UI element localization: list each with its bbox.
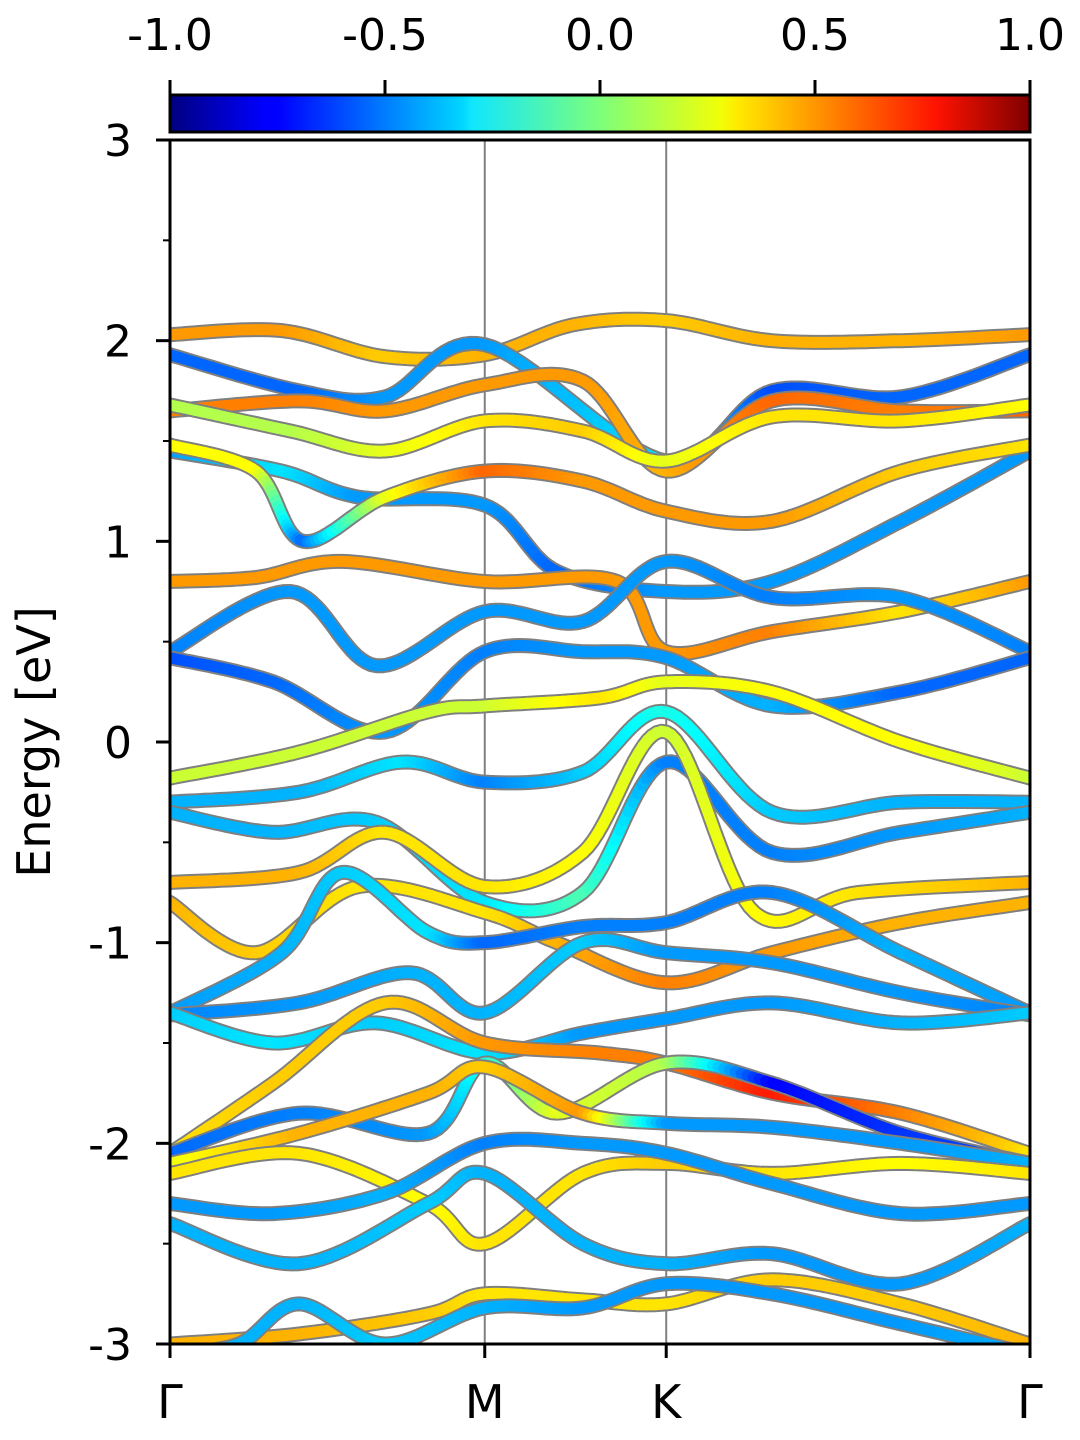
band-segment xyxy=(1016,1351,1021,1352)
colorbar-tick-label: -0.5 xyxy=(342,10,428,61)
band-segment xyxy=(991,1340,1008,1344)
x-tick-label: K xyxy=(651,1375,683,1429)
band-13 xyxy=(170,723,1030,929)
y-tick-label: -3 xyxy=(88,1320,132,1371)
band-segment xyxy=(216,1342,227,1344)
y-tick-label: 0 xyxy=(104,718,132,769)
band-segment xyxy=(1021,1352,1026,1353)
y-axis-ticks: -3 -2 -1 0 1 2 3 xyxy=(88,116,170,1371)
colorbar: -1.0 -0.5 0.0 0.5 1.0 xyxy=(127,10,1065,134)
colorbar-tick-label: 1.0 xyxy=(995,10,1065,61)
y-axis-label: Energy [eV] xyxy=(7,606,61,877)
plot-area: -3 -2 -1 0 1 2 3 Γ M K Γ xyxy=(88,116,1043,1429)
band-segment xyxy=(999,1342,1012,1344)
colorbar-tick-label: 0.0 xyxy=(565,10,635,61)
band-20 xyxy=(170,1059,1030,1171)
x-tick-label: M xyxy=(465,1375,505,1429)
colorbar-tick-label: 0.5 xyxy=(780,10,850,61)
band-4 xyxy=(170,397,1030,469)
colorbar-ticks: -1.0 -0.5 0.0 0.5 1.0 xyxy=(127,10,1065,95)
x-tick-label: Γ xyxy=(1017,1375,1043,1429)
band-segment xyxy=(1009,1343,1011,1344)
x-tick-label: Γ xyxy=(157,1375,183,1429)
band-8 xyxy=(170,553,1030,674)
bands xyxy=(170,311,1030,1353)
band-segment xyxy=(222,1341,237,1344)
colorbar-tick-label: -1.0 xyxy=(127,10,213,61)
band-6 xyxy=(170,437,1030,550)
y-tick-label: -2 xyxy=(88,1119,132,1170)
y-tick-label: -1 xyxy=(88,919,132,970)
band-12 xyxy=(170,754,1030,919)
band-segment xyxy=(205,1351,210,1352)
y-tick-label: 3 xyxy=(104,116,132,167)
band-16 xyxy=(170,932,1030,1023)
y-tick-label: 1 xyxy=(104,517,132,568)
band-5 xyxy=(170,443,1030,600)
band-segment xyxy=(210,1350,215,1351)
colorbar-gradient xyxy=(168,93,1032,134)
band-1 xyxy=(170,311,1030,367)
band-segment xyxy=(216,1343,221,1344)
band-22 xyxy=(170,1131,1030,1222)
y-tick-label: 2 xyxy=(104,317,132,368)
band-segment xyxy=(219,1342,232,1344)
band-17 xyxy=(170,995,1030,1061)
band-10 xyxy=(170,674,1030,786)
band-23 xyxy=(170,1164,1030,1292)
band-11 xyxy=(170,703,1030,825)
